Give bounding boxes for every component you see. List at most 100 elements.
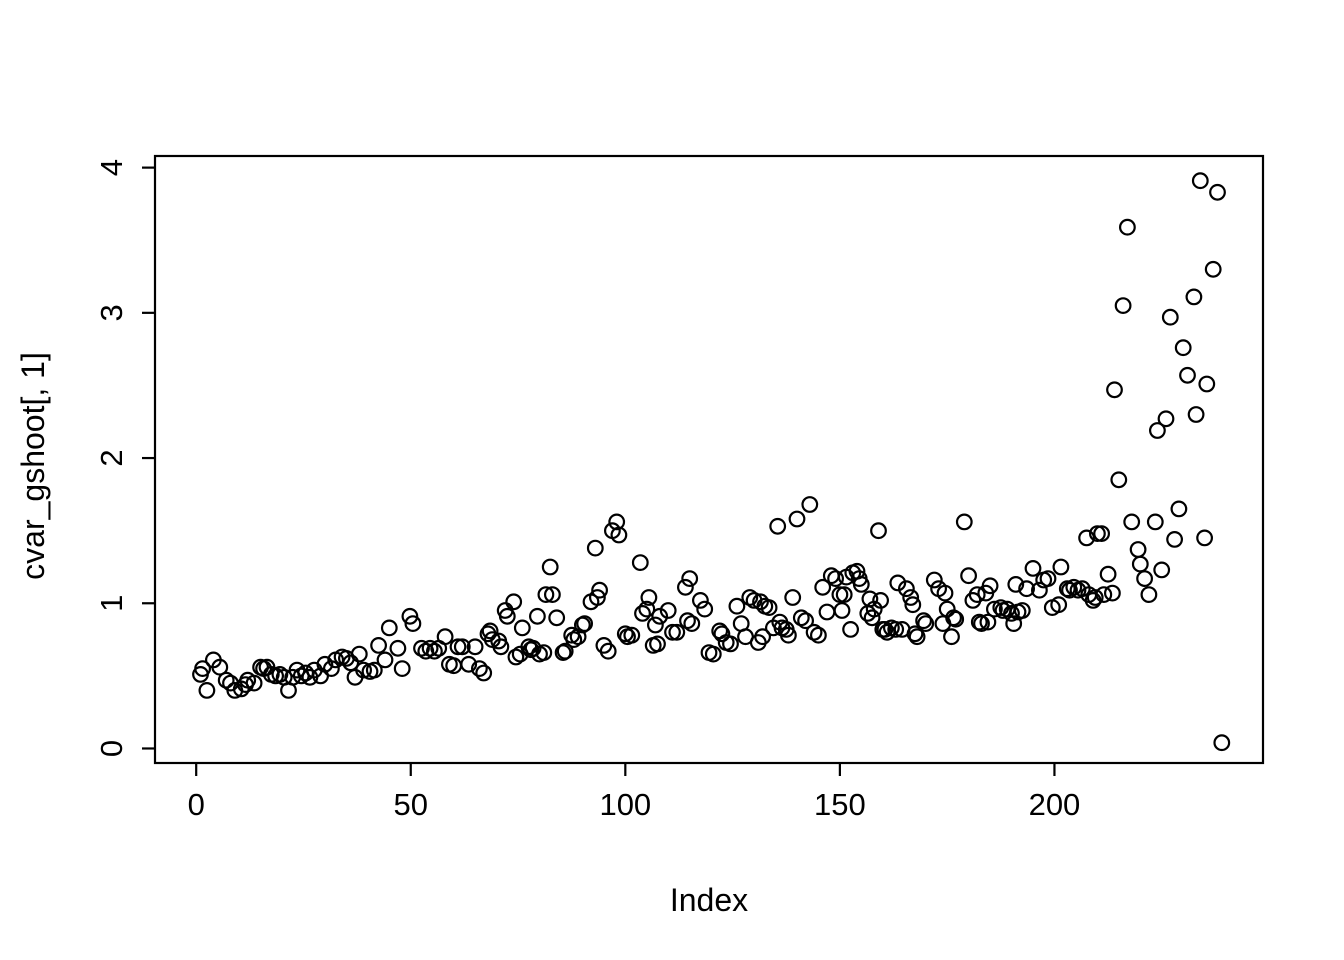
data-point <box>608 513 626 531</box>
data-point <box>1136 570 1153 587</box>
data-point <box>788 510 806 528</box>
data-point <box>548 609 566 627</box>
data-point <box>955 513 973 531</box>
data-point <box>586 539 604 557</box>
data-point <box>297 664 315 682</box>
data-point <box>797 612 814 630</box>
data-point <box>623 626 641 644</box>
data-point <box>870 522 887 540</box>
data-point <box>589 589 606 606</box>
data-point <box>1052 558 1070 576</box>
y-tick-label: 2 <box>94 449 129 466</box>
plot-box <box>153 154 1265 765</box>
data-point <box>460 655 478 673</box>
data-point <box>355 661 373 679</box>
y-tick-label: 4 <box>94 159 129 176</box>
y-tick-label: 1 <box>94 595 129 612</box>
data-point <box>917 615 935 632</box>
data-point <box>1061 581 1078 599</box>
data-point <box>936 584 954 602</box>
data-point <box>380 619 398 637</box>
data-point <box>466 638 484 656</box>
data-point <box>818 603 836 621</box>
y-axis-ticks: 0 1 2 3 4 <box>94 159 155 757</box>
data-points <box>192 172 1231 752</box>
data-point <box>677 578 694 596</box>
data-point <box>569 628 587 646</box>
data-point <box>1050 596 1068 614</box>
data-point <box>814 578 832 596</box>
data-point <box>683 615 701 632</box>
data-point <box>217 671 235 689</box>
data-point <box>350 645 368 663</box>
y-tick-label: 3 <box>94 304 129 321</box>
data-point <box>535 644 553 661</box>
data-point <box>638 600 656 618</box>
data-point <box>861 590 879 608</box>
data-point <box>1174 339 1192 357</box>
data-point <box>1140 586 1158 603</box>
data-point <box>245 674 263 692</box>
data-point <box>1146 513 1164 531</box>
data-point <box>947 610 965 628</box>
data-point <box>475 664 493 682</box>
data-point <box>194 660 212 677</box>
data-point <box>973 615 990 632</box>
data-point <box>1198 375 1216 393</box>
data-point <box>565 631 583 648</box>
data-point <box>741 589 759 606</box>
data-point <box>906 625 924 643</box>
data-point <box>713 625 731 643</box>
data-point <box>1114 297 1132 315</box>
data-point <box>805 623 823 641</box>
data-point <box>842 621 859 638</box>
data-point <box>908 628 926 646</box>
data-point <box>681 570 699 587</box>
data-point <box>393 660 411 677</box>
data-point <box>421 639 439 657</box>
data-point <box>981 577 999 595</box>
data-point <box>471 660 488 677</box>
data-point <box>827 570 844 587</box>
data-point <box>1170 500 1188 518</box>
data-point <box>925 571 943 589</box>
data-point <box>1153 561 1171 579</box>
data-point <box>211 658 229 676</box>
data-point <box>902 589 920 606</box>
data-point <box>831 586 849 603</box>
data-point <box>696 600 714 618</box>
data-point <box>659 602 677 619</box>
data-point <box>640 589 658 606</box>
data-point <box>492 638 510 656</box>
data-point <box>453 638 471 656</box>
data-point <box>668 623 686 641</box>
data-point <box>1191 172 1209 190</box>
x-tick-label: 200 <box>1029 787 1081 822</box>
data-point <box>915 612 932 630</box>
data-point <box>1088 525 1106 542</box>
data-point <box>631 554 649 571</box>
data-point <box>1005 615 1023 632</box>
data-point <box>801 496 819 513</box>
data-point <box>760 599 778 616</box>
data-point <box>943 628 960 646</box>
data-point <box>1007 576 1025 593</box>
data-point <box>323 660 340 677</box>
data-point <box>704 645 722 663</box>
data-point <box>426 642 443 660</box>
data-point <box>541 558 559 576</box>
data-point <box>1024 560 1042 577</box>
data-point <box>1213 734 1231 752</box>
x-axis-title: Index <box>670 882 748 918</box>
data-point <box>649 635 666 653</box>
data-point <box>481 622 499 640</box>
data-point <box>1093 525 1110 542</box>
data-point <box>887 621 905 638</box>
data-point <box>863 609 881 627</box>
data-point <box>647 616 664 634</box>
data-point <box>505 593 523 611</box>
data-point <box>1118 218 1136 236</box>
data-point <box>835 586 853 603</box>
data-point <box>810 626 827 644</box>
